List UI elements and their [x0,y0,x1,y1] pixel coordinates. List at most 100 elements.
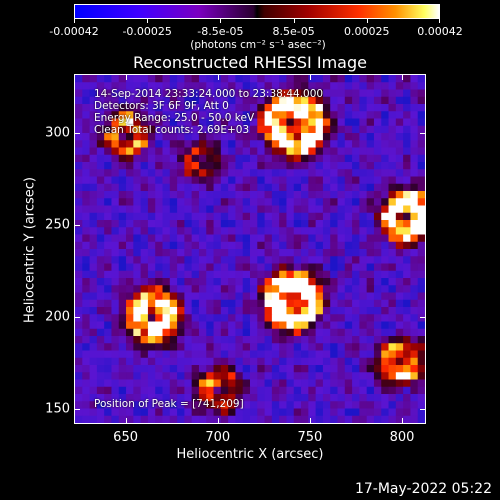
heatmap-cell [352,125,360,134]
heatmap-cell [162,263,171,272]
heatmap-cell [293,263,302,272]
heatmap-cell [322,198,331,206]
heatmap-cell [337,401,346,409]
heatmap-cell [191,415,200,423]
heatmap-cell [75,212,83,221]
heatmap-cell [330,111,338,119]
heatmap-cell [147,278,156,286]
heatmap-cell [293,336,302,344]
heatmap-cell [126,249,134,257]
heatmap-cell [140,169,149,177]
heatmap-cell [228,256,236,264]
heatmap-cell [198,198,207,206]
heatmap-cell [126,256,134,264]
heatmap-cell [359,169,368,177]
heatmap-cell [330,234,338,243]
heatmap-cell [293,365,302,373]
heatmap-cell [366,401,375,409]
heatmap-cell [169,401,178,409]
heatmap-cell [228,205,236,214]
heatmap-cell [82,299,90,308]
heatmap-cell [228,162,236,170]
heatmap-cell [213,183,222,192]
heatmap-cell [403,75,411,83]
heatmap-cell [322,169,331,177]
heatmap-cell [242,118,251,127]
heatmap-cell [220,198,229,206]
heatmap-cell [403,386,411,395]
heatmap-cell [126,111,134,119]
x-tick-label: 800 [389,430,415,445]
heatmap-cell [191,249,200,257]
heatmap-cell [184,292,193,301]
heatmap-cell [242,111,251,119]
heatmap-cell [206,401,214,409]
heatmap-cell [75,133,83,141]
heatmap-cell [147,111,156,119]
heatmap-cell [140,314,149,322]
heatmap-cell [271,75,280,83]
y-tick [74,409,80,411]
heatmap-cell [96,147,105,156]
heatmap-cell [126,227,134,235]
heatmap-cell [89,96,98,105]
heatmap-cell [213,147,222,156]
heatmap-cell [104,270,112,279]
heatmap-cell [417,212,425,221]
heatmap-cell [264,299,273,308]
heatmap-cell [111,147,120,156]
heatmap-cell [373,183,382,192]
heatmap-cell [242,89,251,98]
heatmap-cell [162,365,171,373]
heatmap-cell [264,372,273,380]
heatmap-cell [155,169,163,177]
heatmap-cell [118,118,127,127]
heatmap-cell [352,401,360,409]
heatmap-cell [242,336,251,344]
heatmap-cell [111,292,120,301]
heatmap-cell [395,227,404,235]
heatmap-cell [250,379,258,388]
heatmap-cell [198,125,207,134]
heatmap-cell [191,256,200,264]
heatmap-cell [96,372,105,380]
heatmap-cell [162,234,171,243]
heatmap-cell [388,343,397,351]
heatmap-cell [206,372,214,380]
heatmap-cell [286,328,295,337]
heatmap-cell [417,299,425,308]
heatmap-cell [235,299,244,308]
heatmap-cell [242,104,251,112]
heatmap-cell [133,198,142,206]
heatmap-cell [155,154,163,163]
heatmap-cell [177,256,185,264]
heatmap-cell [315,125,324,134]
heatmap-cell [169,89,178,98]
heatmap-cell [308,394,317,402]
heatmap-cell [228,328,236,337]
heatmap-cell [118,234,127,243]
heatmap-cell [315,314,324,322]
heatmap-cell [286,212,295,221]
heatmap-cell [257,256,265,264]
heatmap-cell [177,183,185,192]
heatmap-cell [359,118,368,127]
heatmap-cell [366,82,375,90]
heatmap-cell [330,256,338,264]
heatmap-cell [155,104,163,112]
heatmap-cell [111,350,120,359]
heatmap-cell [75,227,83,235]
heatmap-cell [366,162,375,170]
y-tick [74,317,80,319]
heatmap-cell [82,118,90,127]
heatmap-cell [191,162,200,170]
heatmap-cell [155,357,163,366]
heatmap-cell [184,386,193,395]
heatmap-cell [162,415,171,423]
heatmap-cell [169,140,178,148]
heatmap-cell [177,205,185,214]
heatmap-cell [220,154,229,163]
heatmap-cell [191,125,200,134]
heatmap-cell [96,292,105,301]
heatmap-cell [315,401,324,409]
